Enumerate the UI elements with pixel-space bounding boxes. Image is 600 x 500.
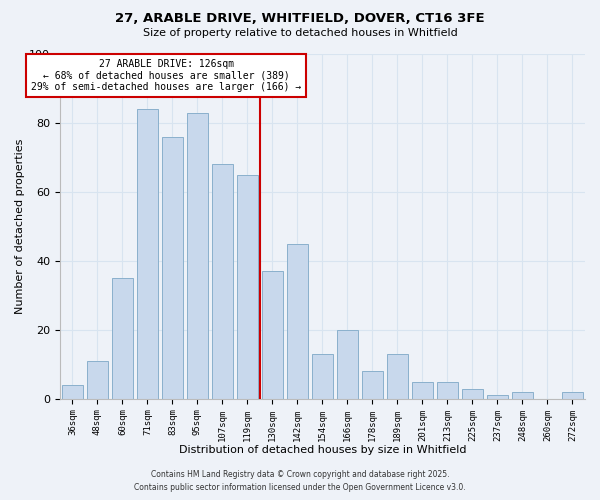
X-axis label: Distribution of detached houses by size in Whitfield: Distribution of detached houses by size … [179,445,466,455]
Bar [162,137,183,399]
Bar [462,388,483,399]
Bar [362,372,383,399]
Bar [262,272,283,399]
Bar [387,354,408,399]
Bar [62,385,83,399]
Bar [437,382,458,399]
Bar [562,392,583,399]
Text: 27 ARABLE DRIVE: 126sqm
← 68% of detached houses are smaller (389)
29% of semi-d: 27 ARABLE DRIVE: 126sqm ← 68% of detache… [31,59,301,92]
Text: Contains HM Land Registry data © Crown copyright and database right 2025.
Contai: Contains HM Land Registry data © Crown c… [134,470,466,492]
Bar [187,112,208,399]
Bar [112,278,133,399]
Bar [412,382,433,399]
Bar [487,396,508,399]
Bar [237,174,258,399]
Text: 27, ARABLE DRIVE, WHITFIELD, DOVER, CT16 3FE: 27, ARABLE DRIVE, WHITFIELD, DOVER, CT16… [115,12,485,26]
Bar [212,164,233,399]
Bar [312,354,333,399]
Bar [87,361,108,399]
Text: Size of property relative to detached houses in Whitfield: Size of property relative to detached ho… [143,28,457,38]
Bar [337,330,358,399]
Y-axis label: Number of detached properties: Number of detached properties [15,138,25,314]
Bar [137,109,158,399]
Bar [287,244,308,399]
Bar [512,392,533,399]
